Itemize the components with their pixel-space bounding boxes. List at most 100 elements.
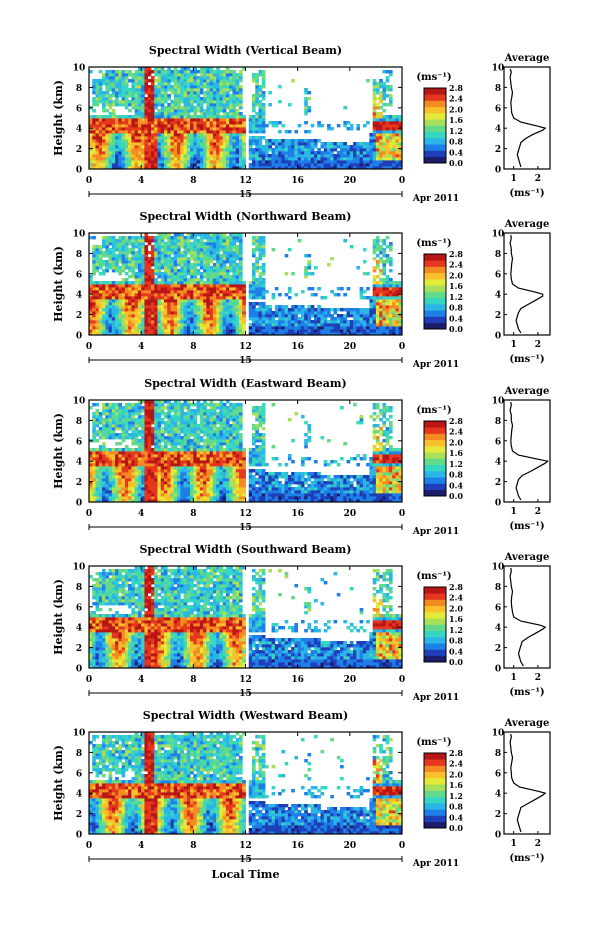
heatmap-cell bbox=[258, 148, 263, 152]
heatmap-cell bbox=[209, 260, 214, 264]
heatmap-cell bbox=[115, 406, 119, 410]
heatmap-cell bbox=[170, 145, 175, 149]
heatmap-cell bbox=[157, 142, 162, 146]
heatmap-cell bbox=[111, 73, 116, 77]
heatmap-cell bbox=[89, 490, 93, 494]
heatmap-cell bbox=[278, 314, 282, 318]
heatmap-cell bbox=[115, 79, 119, 83]
heatmap-cell bbox=[144, 281, 149, 285]
heatmap-cell bbox=[193, 314, 197, 318]
heatmap-cell bbox=[317, 163, 321, 167]
heatmap-cell bbox=[209, 151, 214, 155]
heatmap-cell bbox=[154, 254, 158, 258]
heatmap-cell bbox=[209, 320, 214, 324]
heatmap-cell bbox=[177, 136, 181, 140]
heatmap-cell bbox=[183, 97, 188, 101]
heatmap-cell bbox=[173, 109, 178, 113]
heatmap-cell bbox=[271, 139, 276, 143]
heatmap-cell bbox=[105, 160, 109, 164]
heatmap-cell bbox=[98, 323, 103, 327]
heatmap-cell bbox=[238, 166, 243, 170]
heatmap-cell bbox=[261, 242, 266, 246]
heatmap-cell bbox=[385, 308, 390, 312]
heatmap-cell bbox=[238, 154, 243, 158]
heatmap-cell bbox=[340, 308, 344, 312]
heatmap-cell bbox=[154, 272, 158, 276]
heatmap-cell bbox=[225, 329, 230, 333]
heatmap-cell bbox=[193, 323, 197, 327]
heatmap-cell bbox=[284, 166, 289, 170]
heatmap-cell bbox=[232, 320, 237, 324]
heatmap-cell bbox=[222, 323, 227, 327]
heatmap-cell bbox=[160, 124, 165, 128]
heatmap-cell bbox=[105, 490, 109, 494]
heatmap-cell bbox=[261, 281, 266, 285]
heatmap-cell bbox=[108, 130, 113, 134]
heatmap-cell bbox=[118, 239, 122, 243]
heatmap-cell bbox=[395, 124, 400, 128]
heatmap-cell bbox=[216, 133, 220, 137]
heatmap-cell bbox=[102, 403, 106, 407]
heatmap-cell bbox=[395, 154, 400, 158]
heatmap-cell bbox=[232, 79, 237, 83]
heatmap-cell bbox=[209, 82, 214, 86]
heatmap-cell bbox=[330, 166, 334, 170]
heatmap-cell bbox=[212, 305, 217, 309]
heatmap-cell bbox=[147, 133, 152, 137]
heatmap-cell bbox=[180, 142, 184, 146]
heatmap-cell bbox=[252, 317, 256, 321]
heatmap-cell bbox=[124, 127, 129, 131]
heatmap-cell bbox=[225, 94, 230, 98]
heatmap-cell bbox=[333, 308, 338, 312]
heatmap-cell bbox=[102, 239, 106, 243]
heatmap-cell bbox=[131, 430, 136, 434]
heatmap-cell bbox=[356, 323, 361, 327]
heatmap-cell bbox=[180, 160, 184, 164]
heatmap-cell bbox=[366, 121, 370, 125]
heatmap-cell bbox=[89, 118, 93, 122]
heatmap-cell bbox=[131, 439, 136, 443]
heatmap-cell bbox=[144, 166, 149, 170]
heatmap-cell bbox=[199, 236, 204, 240]
heatmap-cell bbox=[238, 281, 243, 285]
heatmap-cell bbox=[137, 79, 142, 83]
heatmap-cell bbox=[193, 260, 197, 264]
heatmap-cell bbox=[147, 305, 152, 309]
heatmap-cell bbox=[137, 166, 142, 170]
heatmap-cell bbox=[313, 293, 318, 297]
heatmap-cell bbox=[209, 115, 214, 119]
heatmap-cell bbox=[92, 254, 96, 258]
heatmap-cell bbox=[141, 100, 145, 104]
heatmap-cell bbox=[398, 118, 403, 122]
colorbar-swatch bbox=[424, 316, 446, 324]
heatmap-cell bbox=[359, 296, 364, 300]
heatmap-cell bbox=[216, 272, 220, 276]
heatmap-cell bbox=[225, 326, 230, 330]
heatmap-cell bbox=[284, 314, 289, 318]
heatmap-cell bbox=[193, 145, 197, 149]
heatmap-cell bbox=[216, 248, 220, 252]
heatmap-cell bbox=[382, 154, 387, 158]
heatmap-cell bbox=[92, 251, 96, 255]
heatmap-cell bbox=[232, 112, 237, 116]
heatmap-cell bbox=[183, 263, 188, 267]
heatmap-cell bbox=[118, 329, 122, 333]
heatmap-cell bbox=[209, 248, 214, 252]
heatmap-cell bbox=[388, 142, 393, 146]
heatmap-cell bbox=[95, 287, 100, 291]
heatmap-cell bbox=[258, 142, 263, 146]
heatmap-cell bbox=[115, 457, 119, 461]
heatmap-cell bbox=[95, 487, 100, 491]
heatmap-cell bbox=[186, 308, 191, 312]
heatmap-cell bbox=[124, 118, 129, 122]
heatmap-cell bbox=[310, 272, 315, 276]
heatmap-cell bbox=[95, 133, 100, 137]
heatmap-cell bbox=[111, 311, 116, 315]
heatmap-cell bbox=[196, 263, 201, 267]
heatmap-cell bbox=[225, 145, 230, 149]
heatmap-cell bbox=[124, 76, 129, 80]
heatmap-cell bbox=[95, 118, 100, 122]
heatmap-cell bbox=[154, 160, 158, 164]
heatmap-cell bbox=[92, 145, 96, 149]
heatmap-cell bbox=[131, 91, 136, 95]
